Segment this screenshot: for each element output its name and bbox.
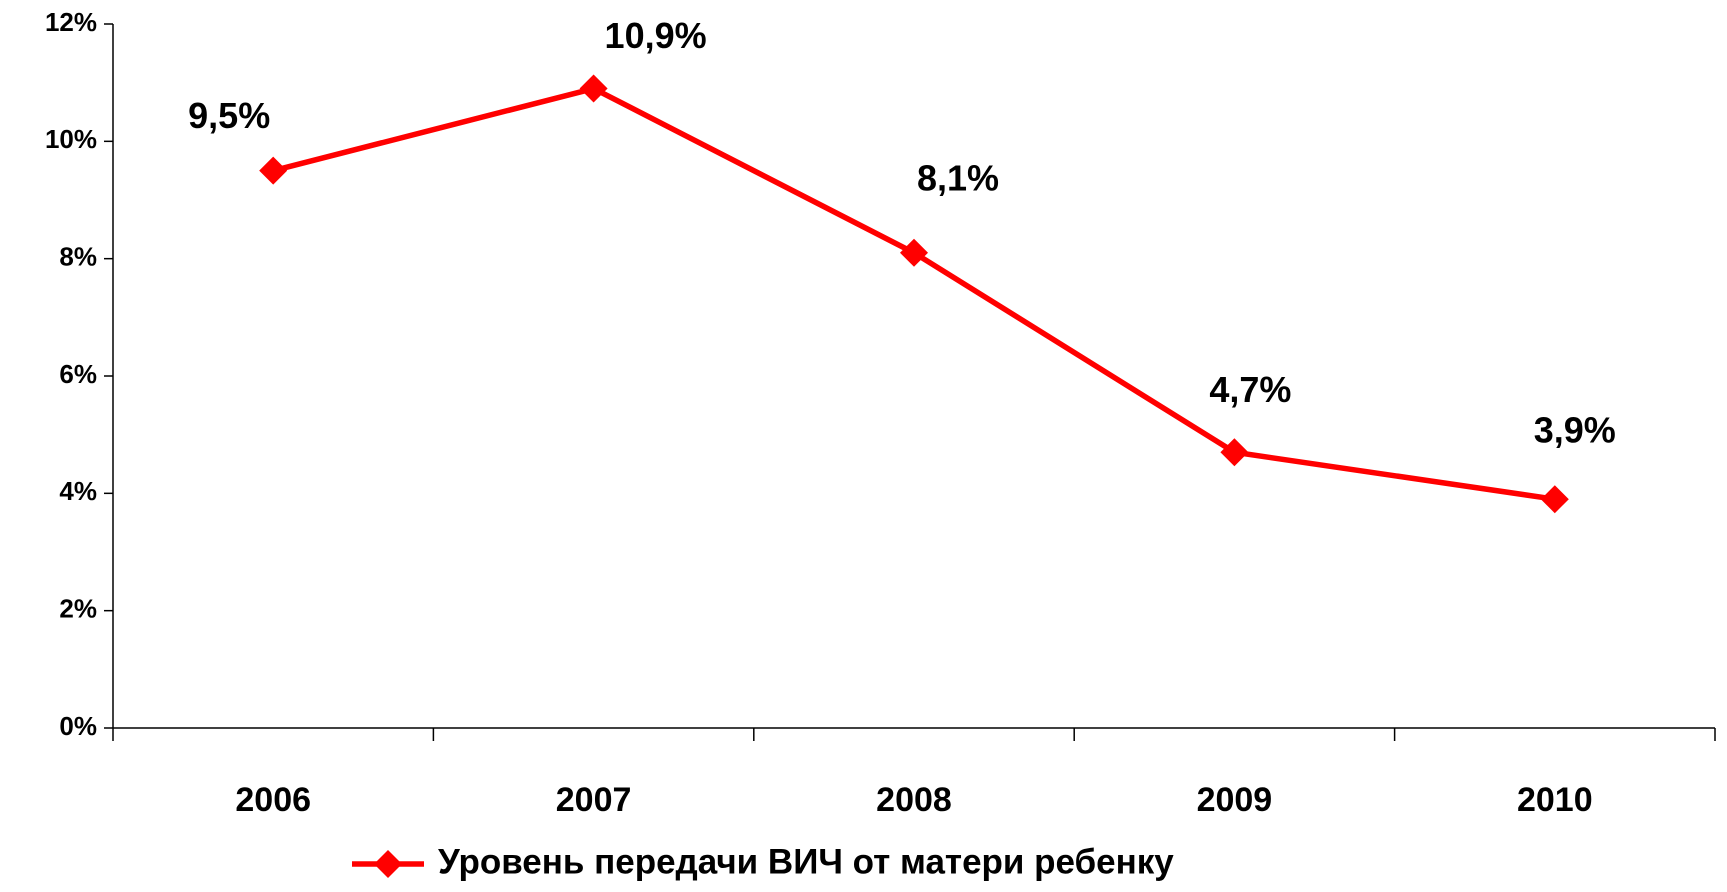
line <box>272 85 1556 502</box>
legend-marker <box>374 850 402 878</box>
y-tick-label: 12% <box>45 7 97 37</box>
y-tick-label: 6% <box>59 359 97 389</box>
marker <box>259 156 288 185</box>
data-label: 8,1% <box>917 157 999 198</box>
y-tick-label: 8% <box>59 242 97 272</box>
x-tick-label: 2007 <box>556 781 632 819</box>
x-tick-label: 2006 <box>235 781 311 819</box>
data-label: 3,9% <box>1534 410 1616 451</box>
x-tick-label: 2008 <box>876 781 952 819</box>
y-tick-label: 10% <box>45 124 97 154</box>
marker <box>900 238 928 267</box>
y-tick-label: 4% <box>59 476 97 506</box>
y-tick-label: 0% <box>59 711 97 741</box>
data-label: 4,7% <box>1209 369 1291 410</box>
data-label: 10,9% <box>605 15 707 56</box>
data-label: 9,5% <box>188 95 270 136</box>
marker <box>579 74 608 103</box>
marker <box>1220 438 1249 467</box>
y-tick-label: 2% <box>59 594 97 624</box>
marker <box>1540 485 1569 514</box>
legend-label: Уровень передачи ВИЧ от матери ребенку <box>438 842 1174 881</box>
x-tick-label: 2009 <box>1197 781 1273 819</box>
x-tick-label: 2010 <box>1517 781 1593 819</box>
